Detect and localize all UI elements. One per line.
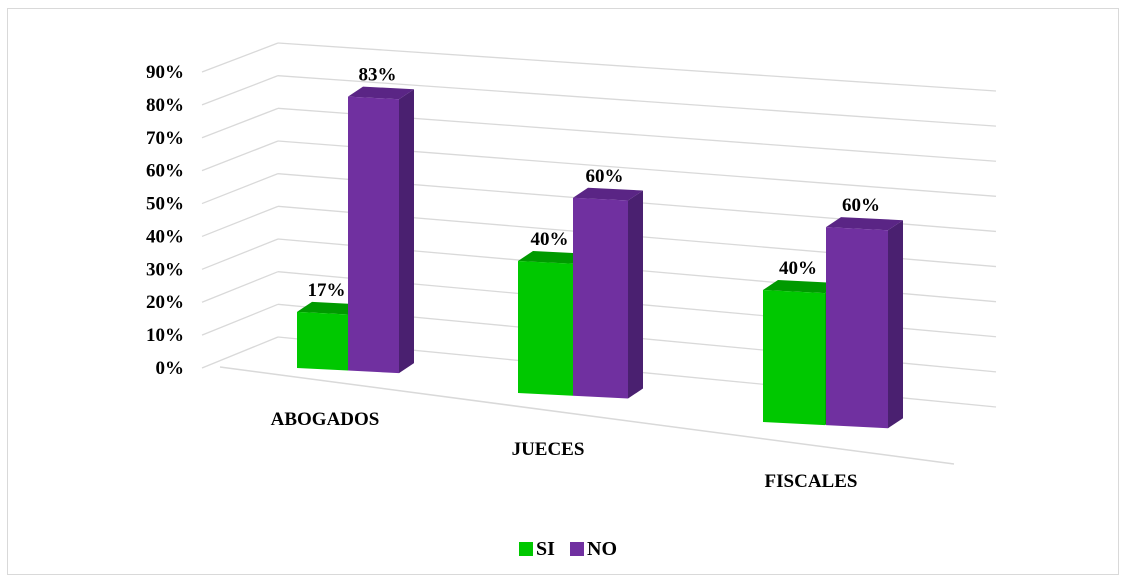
data-label: 40% [779,258,817,279]
bar-no-top [348,86,414,100]
bar-no-side [888,220,903,429]
bar-no [348,96,399,374]
bar-no-top [826,217,903,231]
gridline-side [201,107,279,139]
y-tick-label: 30% [146,259,184,280]
gridline-side [201,140,279,172]
y-tick-label: 70% [146,128,184,149]
y-axis-ticks: 0% 10% 20% 30% 40% 50% 60% 70% 80% 90% [146,62,184,379]
bar-no [573,197,628,399]
gridline-side [201,238,279,270]
y-tick-label: 80% [146,95,184,116]
data-label: 17% [308,280,346,301]
bar-no [826,227,888,429]
chart-plot: 0% 10% 20% 30% 40% 50% 60% 70% 80% 90% 17% 83% 40% 6… [146,42,997,560]
gridline-side [201,42,279,73]
y-tick-label: 60% [146,161,184,182]
legend: SI NO [519,538,617,560]
category-labels: ABOGADOS JUECES FISCALES [271,409,858,492]
bar-si [518,261,573,396]
chart-frame: 0% 10% 20% 30% 40% 50% 60% 70% 80% 90% 17% 83% 40% 6… [7,8,1119,575]
gridline [277,42,997,92]
bar-no-side [399,89,414,374]
gridline-side [201,173,279,205]
y-tick-label: 90% [146,62,184,83]
gridline [277,75,997,127]
gridline-side [201,303,279,336]
bar-si [297,311,348,371]
bars [297,86,903,429]
data-label: 60% [842,195,880,216]
legend-label-si: SI [536,538,555,560]
y-tick-label: 0% [156,358,185,379]
floor-edge [219,366,955,465]
y-tick-label: 50% [146,194,184,215]
legend-label-no: NO [587,538,617,560]
y-tick-label: 40% [146,226,184,247]
bar-si-top [297,301,363,315]
data-labels: 17% 83% 40% 60% 40% 60% [308,65,881,301]
category-label: ABOGADOS [271,409,380,430]
bar-si [763,290,825,426]
bar-si-top [518,251,588,264]
y-tick-label: 20% [146,292,184,313]
legend-swatch-si [519,542,533,556]
gridline-side [201,205,279,238]
bar-no-side [628,190,643,399]
y-tick-label: 10% [146,325,184,346]
bar-si-top [763,280,840,294]
category-label: FISCALES [765,471,858,492]
bar-no-top [573,187,643,201]
data-label: 83% [359,65,397,86]
gridline-side [201,336,279,369]
gridline-side [201,271,279,303]
legend-swatch-no [570,542,584,556]
data-label: 40% [531,229,569,250]
data-label: 60% [586,166,624,187]
category-label: JUECES [512,439,585,460]
gridline-side [201,75,279,106]
